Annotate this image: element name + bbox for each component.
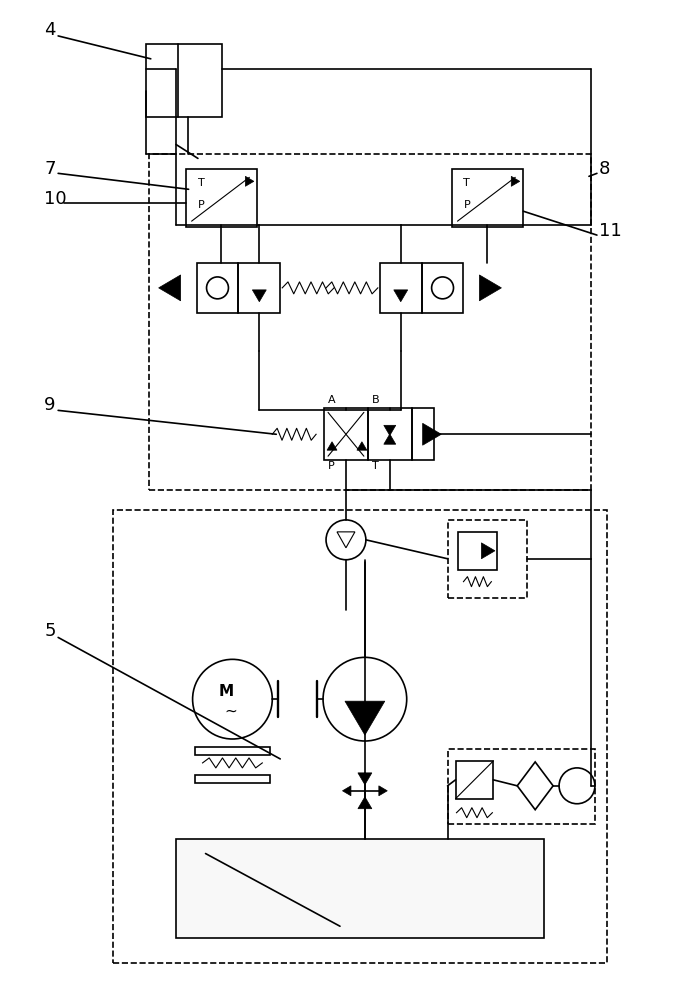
Polygon shape	[345, 701, 385, 735]
Text: 4: 4	[44, 21, 56, 39]
Bar	[452, 169, 523, 227]
Text: P: P	[197, 200, 204, 210]
Text: A: A	[328, 395, 336, 405]
Polygon shape	[384, 425, 396, 435]
Polygon shape	[379, 786, 388, 796]
Bar	[380, 263, 422, 313]
Text: 8: 8	[599, 160, 610, 178]
Polygon shape	[384, 434, 396, 444]
Bar	[185, 169, 257, 227]
Bar	[368, 408, 412, 460]
Bar	[456, 761, 493, 799]
Text: 9: 9	[44, 396, 56, 414]
Polygon shape	[481, 543, 495, 559]
Polygon shape	[158, 275, 181, 301]
Polygon shape	[357, 442, 367, 450]
Bar	[195, 775, 270, 783]
Polygon shape	[512, 176, 520, 186]
Text: B: B	[372, 395, 379, 405]
Polygon shape	[423, 423, 441, 445]
Polygon shape	[327, 442, 337, 450]
Polygon shape	[342, 786, 351, 796]
Text: 5: 5	[44, 622, 56, 640]
Polygon shape	[479, 275, 501, 301]
Text: T: T	[372, 461, 379, 471]
Bar	[239, 263, 280, 313]
Bar	[458, 532, 497, 570]
Text: ~: ~	[224, 704, 237, 719]
Text: M: M	[218, 684, 234, 699]
Text: T: T	[464, 178, 470, 188]
Polygon shape	[358, 797, 372, 809]
Bar	[422, 263, 464, 313]
Bar	[197, 263, 239, 313]
Bar	[146, 44, 222, 117]
Bar	[149, 154, 591, 490]
Bar	[448, 520, 527, 598]
Text: T: T	[197, 178, 204, 188]
Polygon shape	[252, 290, 266, 302]
Bar	[412, 408, 433, 460]
Bar	[324, 408, 368, 460]
Text: P: P	[328, 461, 335, 471]
Bar	[113, 510, 607, 963]
Text: 11: 11	[599, 222, 621, 240]
Bar	[195, 747, 270, 755]
Text: 7: 7	[44, 160, 56, 178]
Polygon shape	[358, 773, 372, 785]
Polygon shape	[245, 176, 254, 186]
Text: P: P	[464, 200, 470, 210]
Bar	[176, 839, 544, 938]
Bar	[448, 749, 595, 824]
Text: 10: 10	[44, 190, 67, 208]
Polygon shape	[394, 290, 408, 302]
